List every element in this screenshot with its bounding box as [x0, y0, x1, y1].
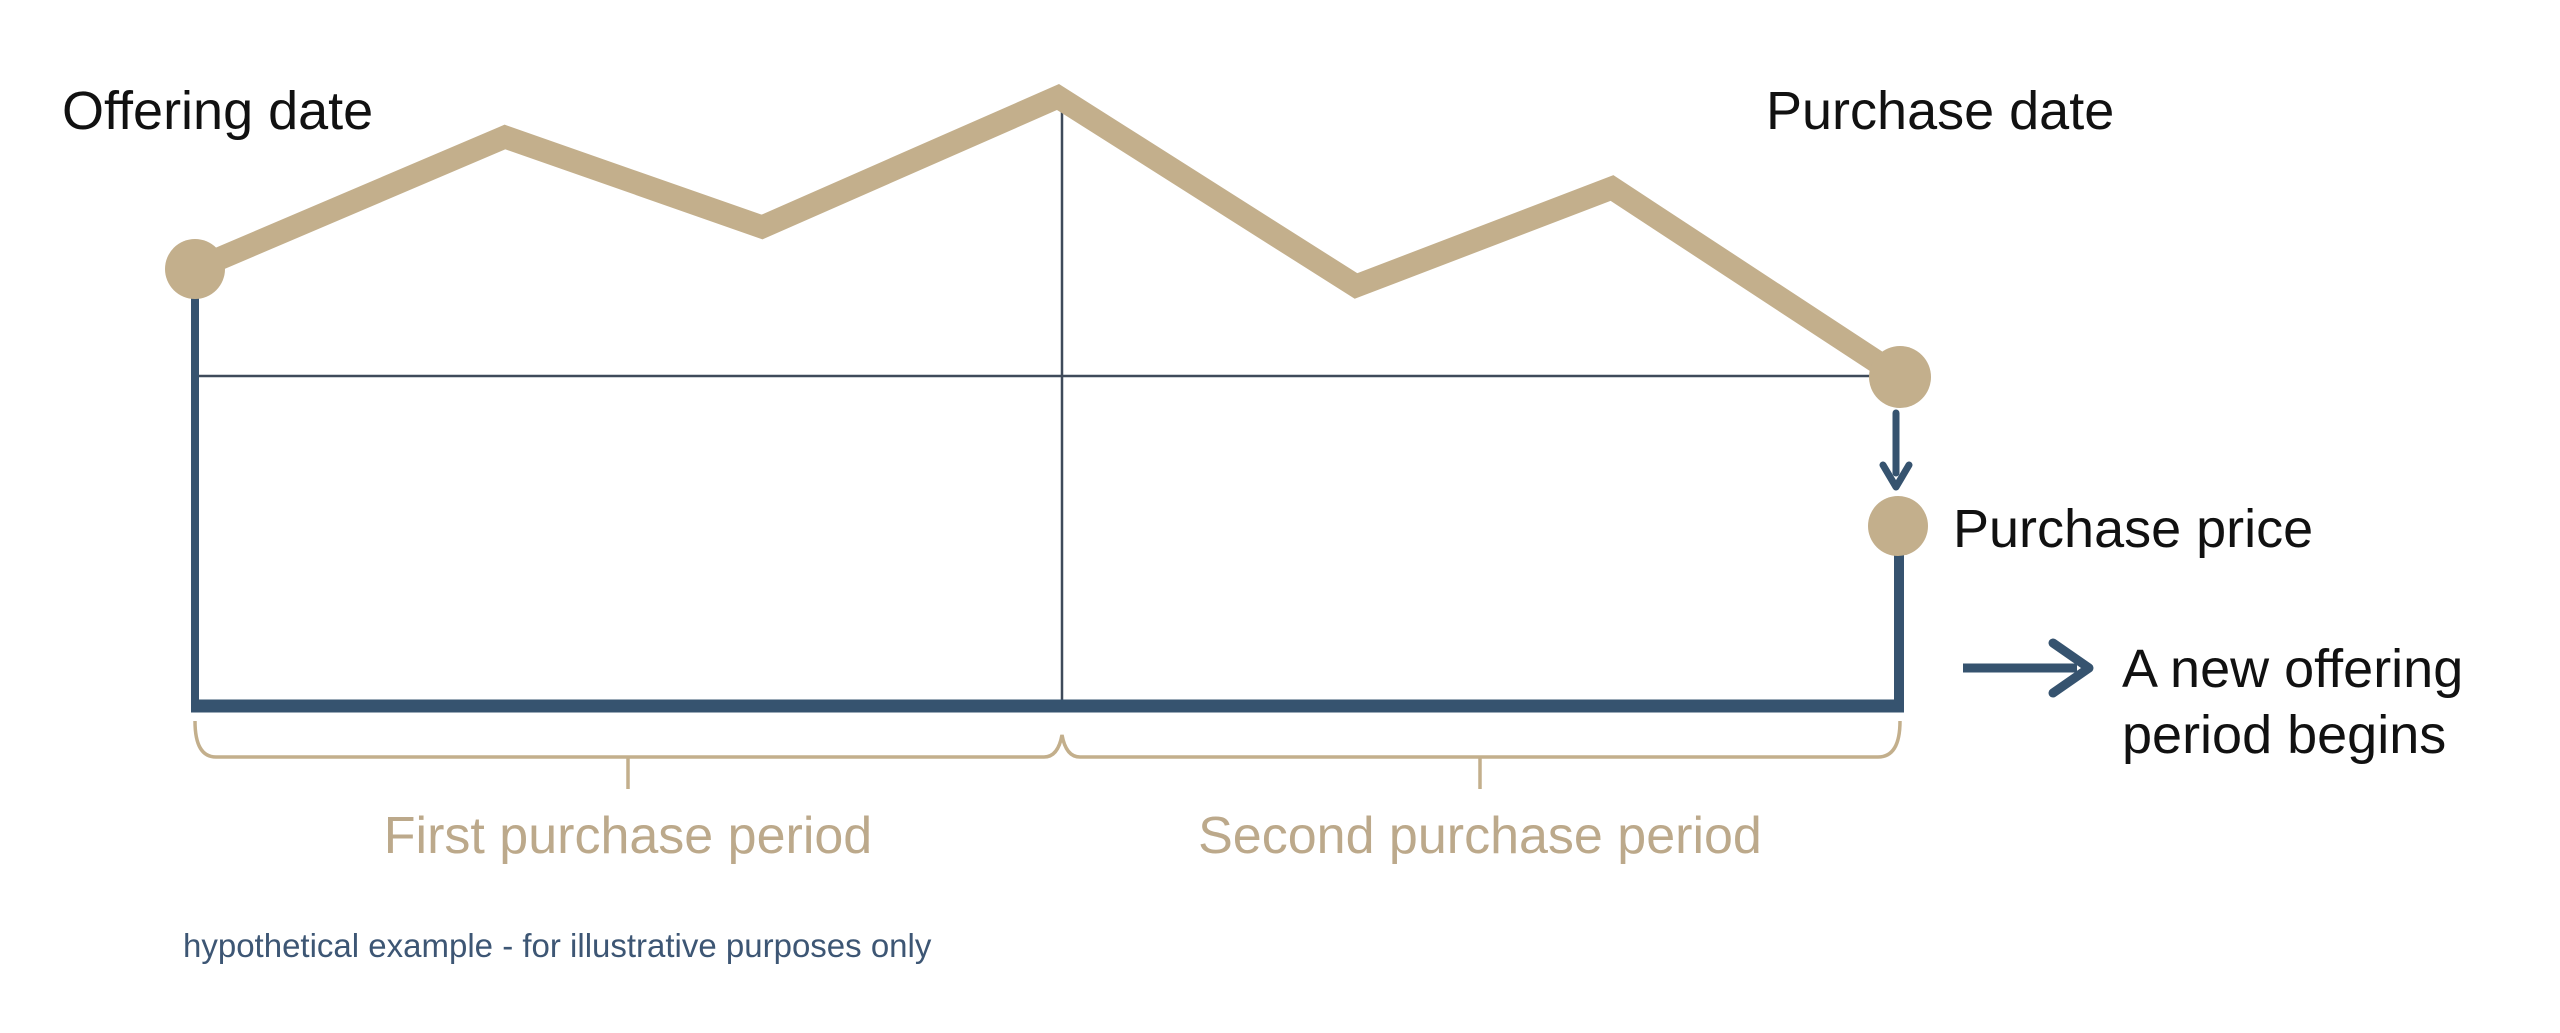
stock-price-line: [190, 84, 1907, 387]
purchase-date-label: Purchase date: [1766, 81, 2115, 141]
disclaimer-text: hypothetical example - for illustrative …: [183, 927, 932, 964]
second-purchase-period-label: Second purchase period: [1198, 807, 1762, 865]
down-arrow-icon: [1879, 409, 1913, 491]
offering-date-dot: [165, 239, 225, 299]
purchase-periods-brace: [193, 720, 1902, 789]
right-arrow-icon: [1963, 638, 2094, 698]
purchase-date-dot: [1869, 346, 1931, 408]
down-arrow-head: [1879, 461, 1913, 491]
new-offering-period-line1: A new offering: [2122, 639, 2464, 699]
offering-date-label: Offering date: [62, 81, 374, 141]
new-offering-period-label: A new offering period begins: [2122, 636, 2463, 768]
purchase-price-dot: [1868, 496, 1928, 556]
new-offering-period-line2: period begins: [2122, 705, 2447, 765]
brace-line: [193, 720, 1902, 759]
right-arrow-head: [2048, 638, 2094, 698]
first-purchase-period-label: First purchase period: [383, 807, 873, 865]
purchase-price-label: Purchase price: [1953, 499, 2314, 559]
